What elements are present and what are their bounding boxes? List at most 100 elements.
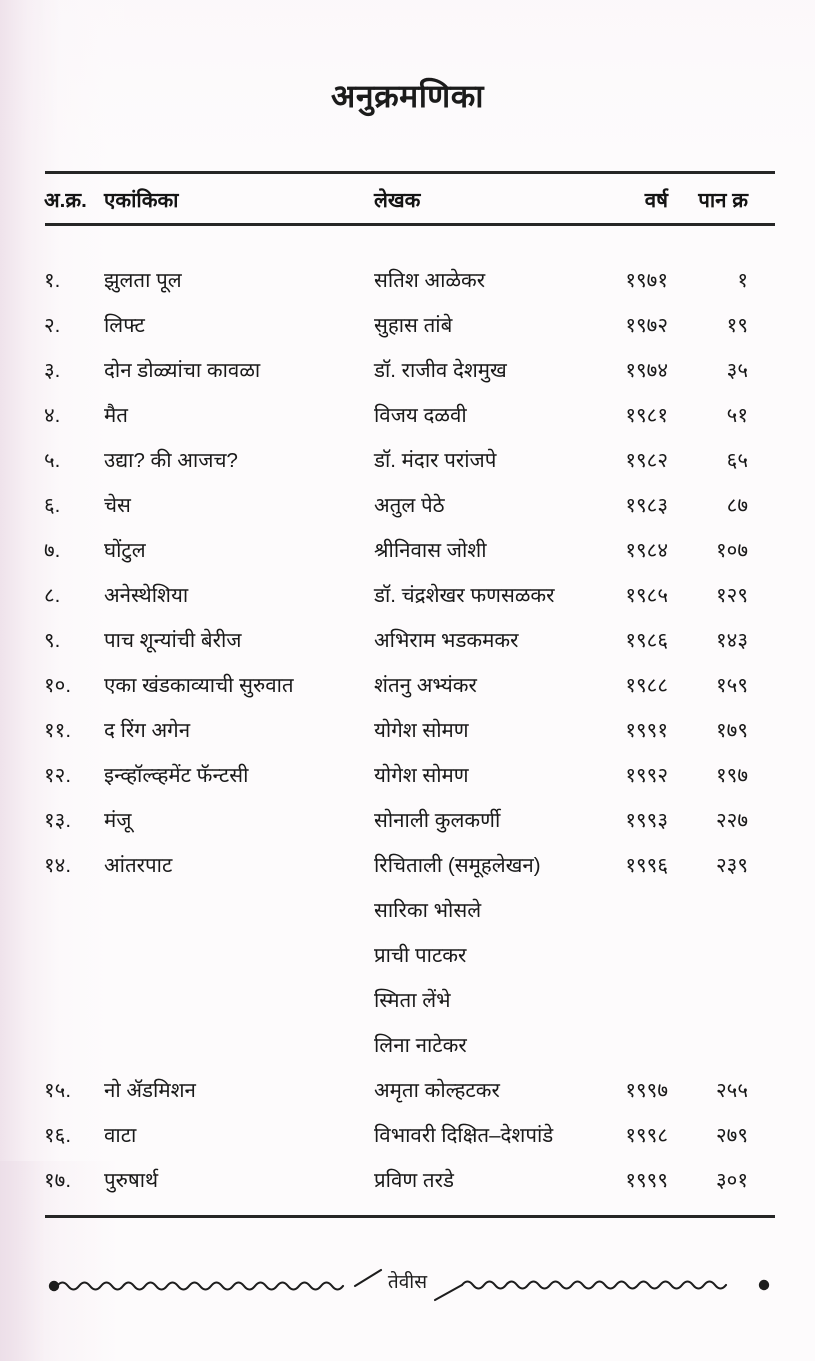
row-sr: १६.: [44, 1124, 72, 1147]
table-row: ११. द रिंग अगेन योगेश सोमण १९९१ १७९: [0, 718, 815, 763]
row-page: ६५: [726, 449, 748, 472]
row-author: योगेश सोमण: [374, 719, 469, 742]
row-sr: ९.: [44, 629, 61, 652]
row-play: द रिंग अगेन: [104, 719, 191, 742]
row-sr: १.: [44, 269, 61, 292]
row-sr: १४.: [44, 854, 72, 877]
row-play: लिफ्ट: [104, 314, 145, 337]
row-year: १९८८: [625, 674, 668, 697]
column-header-play: एकांकिका: [104, 189, 179, 212]
row-page: १४३: [716, 629, 748, 652]
row-sr: ६.: [44, 494, 61, 517]
row-author: अमृता कोल्हटकर: [374, 1079, 500, 1102]
row-page: २५५: [716, 1079, 748, 1102]
row-play: पुरुषार्थ: [104, 1169, 159, 1192]
table-header-rule: [45, 223, 775, 226]
row-year: १९८६: [625, 629, 668, 652]
row-page: १०७: [716, 539, 748, 562]
row-sr: १३.: [44, 809, 72, 832]
table-row: १५. नो ॲडमिशन अमृता कोल्हटकर १९९७ २५५: [0, 1078, 815, 1123]
table-row: ३. दोन डोळ्यांचा कावळा डॉ. राजीव देशमुख …: [0, 358, 815, 403]
row-year: १९७४: [625, 359, 668, 382]
row-year: १९९२: [625, 764, 668, 787]
row-sr: १२.: [44, 764, 72, 787]
table-row: १३. मंजू सोनाली कुलकर्णी १९९३ २२७: [0, 808, 815, 853]
row-sr: २.: [44, 314, 61, 337]
row-author: विजय दळवी: [374, 404, 467, 427]
table-row: १०. एका खंडकाव्याची सुरुवात शंतनु अभ्यंक…: [0, 673, 815, 718]
row-author-extra: प्राची पाटकर: [374, 944, 467, 967]
column-header-sr: अ.क्र.: [44, 189, 87, 212]
row-page: १: [737, 269, 748, 292]
row-page: ५१: [726, 404, 748, 427]
table-row: ९. पाच शून्यांची बेरीज अभिराम भडकमकर १९८…: [0, 628, 815, 673]
row-year: १९९७: [625, 1079, 668, 1102]
table-row: ८. अनेस्थेशिया डॉ. चंद्रशेखर फणसळकर १९८५…: [0, 583, 815, 628]
row-author: योगेश सोमण: [374, 764, 469, 787]
row-author: प्रविण तरडे: [374, 1169, 454, 1192]
row-year: १९८५: [625, 584, 668, 607]
table-row: १२. इन्व्हॉल्व्हमेंट फॅन्टसी योगेश सोमण …: [0, 763, 815, 808]
row-author: अतुल पेठे: [374, 494, 445, 517]
row-play: दोन डोळ्यांचा कावळा: [104, 359, 261, 382]
row-sr: ४.: [44, 404, 61, 427]
row-page: ३०१: [716, 1169, 748, 1192]
row-sr: १५.: [44, 1079, 72, 1102]
row-year: १९८१: [625, 404, 668, 427]
table-row: १७. पुरुषार्थ प्रविण तरडे १९९९ ३०१: [0, 1168, 815, 1213]
table-row: १. झुलता पूल सतिश आळेकर १९७१ १: [0, 268, 815, 313]
row-sr: ५.: [44, 449, 61, 472]
table-row: ६. चेस अतुल पेठे १९८३ ८७: [0, 493, 815, 538]
column-header-year: वर्ष: [644, 189, 668, 212]
row-year: १९८४: [625, 539, 668, 562]
row-year: १९७१: [625, 269, 668, 292]
row-page: ३५: [726, 359, 748, 382]
row-page: २२७: [716, 809, 748, 832]
row-play: चेस: [104, 494, 131, 517]
column-header-author: लेखक: [374, 189, 421, 212]
row-page: १७९: [716, 719, 748, 742]
row-author: सोनाली कुलकर्णी: [374, 809, 501, 832]
table-top-rule: [45, 171, 775, 174]
row-year: १९९३: [625, 809, 668, 832]
row-page: १९: [726, 314, 748, 337]
table-row-continuation: लिना नाटेकर: [0, 1033, 815, 1078]
table-row: ४. मैत विजय दळवी १९८१ ५१: [0, 403, 815, 448]
row-play: अनेस्थेशिया: [104, 584, 189, 607]
row-year: १९७२: [625, 314, 668, 337]
row-author: डॉ. मंदार परांजपे: [374, 449, 497, 472]
row-sr: ३.: [44, 359, 61, 382]
table-row-continuation: प्राची पाटकर: [0, 943, 815, 988]
row-author: श्रीनिवास जोशी: [374, 539, 487, 562]
row-play: वाटा: [104, 1124, 137, 1147]
row-play: इन्व्हॉल्व्हमेंट फॅन्टसी: [104, 764, 249, 787]
row-author: सतिश आळेकर: [374, 269, 486, 292]
row-play: मंजू: [104, 809, 132, 832]
row-year: १९९१: [625, 719, 668, 742]
row-author: डॉ. चंद्रशेखर फणसळकर: [374, 584, 555, 607]
contents-list: १. झुलता पूल सतिश आळेकर १९७१ १ २. लिफ्ट …: [0, 268, 815, 1213]
row-page: २३९: [716, 854, 748, 877]
row-sr: ११.: [44, 719, 72, 742]
row-year: १९८३: [625, 494, 668, 517]
row-author: शंतनु अभ्यंकर: [374, 674, 477, 697]
row-play: नो ॲडमिशन: [104, 1079, 196, 1102]
row-play: मैत: [104, 404, 128, 427]
row-author: अभिराम भडकमकर: [374, 629, 519, 652]
page-title: अनुक्रमणिका: [330, 78, 485, 114]
row-play: पाच शून्यांची बेरीज: [104, 629, 242, 652]
row-page: ८७: [726, 494, 748, 517]
row-page: १२९: [716, 584, 748, 607]
table-row: ५. उद्या? की आजच? डॉ. मंदार परांजपे १९८२…: [0, 448, 815, 493]
row-year: १९९९: [625, 1169, 668, 1192]
table-row: १४. आंतरपाट रिचिताली (समूहलेखन) १९९६ २३९: [0, 853, 815, 898]
row-play: आंतरपाट: [104, 854, 173, 877]
row-page: २७९: [716, 1124, 748, 1147]
column-header-page: पान क्र: [698, 189, 748, 212]
row-year: १९९८: [625, 1124, 668, 1147]
row-play: झुलता पूल: [104, 269, 182, 292]
table-row: २. लिफ्ट सुहास तांबे १९७२ १९: [0, 313, 815, 358]
table-row-continuation: सारिका भोसले: [0, 898, 815, 943]
row-author-extra: स्मिता लेंभे: [374, 989, 451, 1012]
